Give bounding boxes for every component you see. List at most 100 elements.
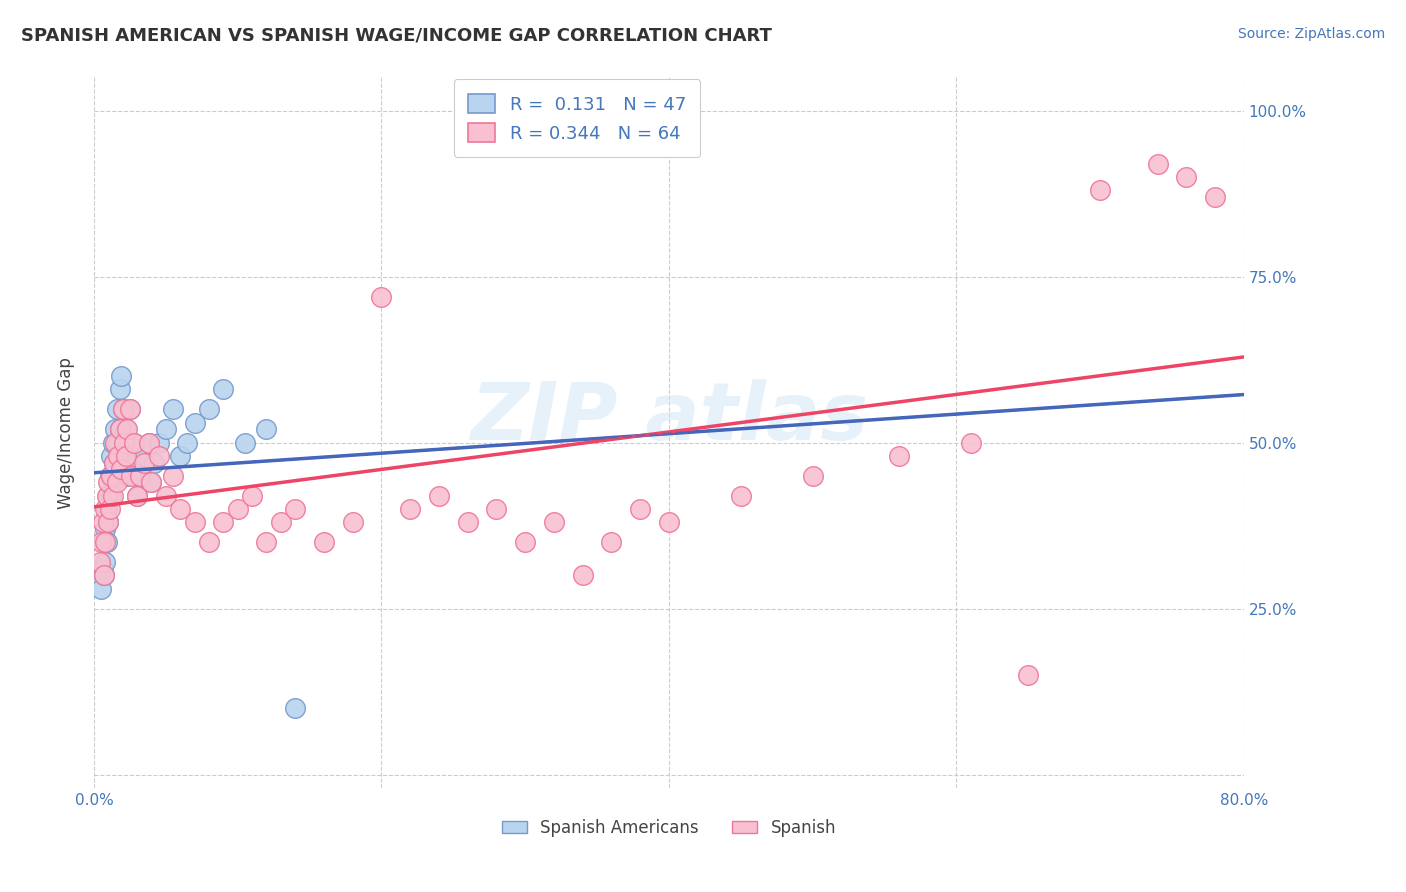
Point [600,535,623,549]
Point [111,402,134,417]
Point [129,468,152,483]
Point [110,369,132,384]
Point [101,475,124,490]
Point [89,555,111,569]
Point [284,502,307,516]
Point [284,701,307,715]
Point [97,516,120,530]
Point [125,489,148,503]
Point [162,468,184,483]
Point [148,449,170,463]
Point [155,489,177,503]
Point [370,289,392,303]
Point [100,449,122,463]
Point [212,383,235,397]
Point [96,535,118,549]
Point [628,502,651,516]
Point [114,422,136,436]
Point [658,516,681,530]
Point [112,435,135,450]
Point [198,402,221,417]
Point [543,516,565,530]
Point [108,383,131,397]
Point [107,449,129,463]
Point [112,449,135,463]
Point [105,402,128,417]
Point [103,456,125,470]
Point [176,435,198,450]
Point [118,402,141,417]
Point [342,516,364,530]
Text: SPANISH AMERICAN VS SPANISH WAGE/INCOME GAP CORRELATION CHART: SPANISH AMERICAN VS SPANISH WAGE/INCOME … [21,27,772,45]
Point [801,468,824,483]
Point [730,489,752,503]
Point [312,535,335,549]
Point [169,502,191,516]
Y-axis label: Wage/Income Gap: Wage/Income Gap [58,357,75,508]
Point [100,468,122,483]
Point [93,568,115,582]
Point [98,502,121,516]
Point [114,449,136,463]
Point [115,422,138,436]
Point [162,402,184,417]
Point [183,416,205,430]
Point [115,468,138,483]
Point [91,516,114,530]
Point [94,502,117,516]
Point [1175,169,1198,184]
Point [427,489,450,503]
Point [107,435,129,450]
Point [103,456,125,470]
Point [101,489,124,503]
Point [254,422,277,436]
Point [138,435,160,450]
Point [108,422,131,436]
Point [270,516,292,530]
Point [1204,190,1226,204]
Point [513,535,536,549]
Point [122,435,145,450]
Point [110,462,132,476]
Point [101,435,124,450]
Point [134,449,156,463]
Point [125,489,148,503]
Point [571,568,593,582]
Point [212,516,235,530]
Point [118,402,141,417]
Point [94,535,117,549]
Text: ZIP atlas: ZIP atlas [470,379,868,458]
Point [134,456,156,470]
Point [254,535,277,549]
Point [148,435,170,450]
Point [122,435,145,450]
Point [226,502,249,516]
Point [108,422,131,436]
Point [98,468,121,483]
Point [240,489,263,503]
Point [104,422,127,436]
Point [141,475,163,490]
Point [198,535,221,549]
Point [143,456,166,470]
Point [485,502,508,516]
Point [183,516,205,530]
Point [90,535,112,549]
Point [141,475,163,490]
Point [100,489,122,503]
Point [887,449,910,463]
Point [104,462,127,476]
Point [91,562,114,576]
Point [155,422,177,436]
Legend: Spanish Americans, Spanish: Spanish Americans, Spanish [495,812,842,844]
Point [93,568,115,582]
Point [138,435,160,450]
Point [120,468,142,483]
Point [120,449,142,463]
Text: Source: ZipAtlas.com: Source: ZipAtlas.com [1237,27,1385,41]
Point [93,535,115,549]
Point [105,475,128,490]
Point [97,516,120,530]
Point [169,449,191,463]
Point [1088,183,1111,197]
